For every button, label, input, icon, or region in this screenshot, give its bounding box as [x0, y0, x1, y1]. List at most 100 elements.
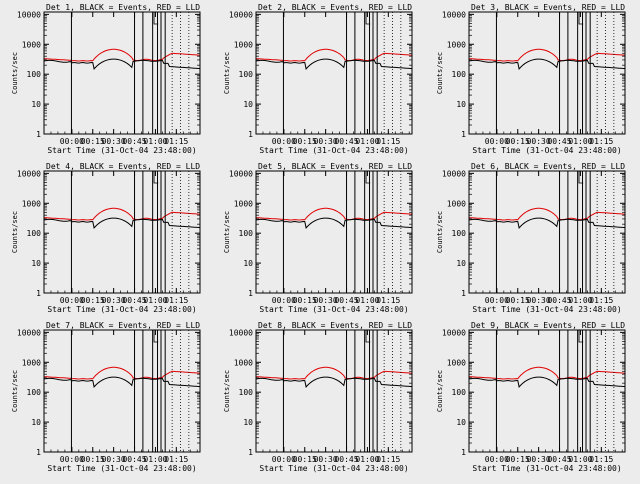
- y-axis-label: Counts/sec: [11, 52, 19, 94]
- x-tick-label: 01:00: [568, 137, 592, 146]
- x-tick-label: 00:15: [506, 137, 530, 146]
- panel-title: Det 6, BLACK = Events, RED = LLD: [471, 162, 625, 171]
- y-tick-label: 10000: [442, 169, 466, 178]
- x-axis-label: Start Time (31-Oct-04 23:48:00): [472, 146, 621, 155]
- x-tick-label: 00:15: [293, 137, 317, 146]
- marker-tick: [365, 330, 371, 343]
- y-tick-label: 10: [456, 418, 466, 427]
- marker-tick: [365, 171, 371, 184]
- x-tick-label: 01:15: [376, 296, 400, 305]
- detector-panel-5: Det 5, BLACK = Events, RED = LLD 1 10 100 10…: [223, 162, 413, 314]
- y-axis-label: Counts/sec: [11, 211, 19, 253]
- x-axis-label: Start Time (31-Oct-04 23:48:00): [259, 305, 408, 314]
- y-tick-label: 10000: [17, 169, 41, 178]
- x-tick-label: 01:00: [355, 296, 379, 305]
- y-tick-label: 100: [239, 70, 254, 79]
- lld-series-line: [468, 366, 626, 380]
- marker-tick: [365, 12, 371, 25]
- panel-title: Det 8, BLACK = Events, RED = LLD: [258, 321, 412, 330]
- x-tick-label: 01:00: [568, 455, 592, 464]
- x-tick-label: 01:00: [355, 455, 379, 464]
- y-axis-label: Counts/sec: [11, 370, 19, 412]
- x-tick-label: 00:00: [60, 455, 84, 464]
- events-series-line: [255, 217, 413, 229]
- x-tick-label: 01:00: [143, 455, 167, 464]
- x-tick-label: 01:15: [164, 137, 188, 146]
- x-tick-label: 01:00: [568, 296, 592, 305]
- x-tick-label: 01:15: [164, 455, 188, 464]
- y-tick-label: 10: [31, 100, 41, 109]
- lld-series-line: [43, 207, 201, 221]
- y-tick-label: 1: [461, 130, 466, 139]
- x-tick-label: 00:00: [272, 137, 296, 146]
- lld-series-line: [43, 48, 201, 62]
- y-tick-label: 10000: [229, 169, 253, 178]
- plot-frame: [468, 329, 626, 453]
- x-tick-label: 00:00: [485, 455, 509, 464]
- x-tick-label: 01:00: [355, 137, 379, 146]
- detector-panel-9: Det 9, BLACK = Events, RED = LLD 1 10 100 10…: [436, 321, 626, 473]
- x-tick-label: 00:45: [122, 137, 146, 146]
- panel-title: Det 4, BLACK = Events, RED = LLD: [46, 162, 200, 171]
- y-tick-label: 1000: [447, 199, 466, 208]
- y-tick-label: 10: [243, 259, 253, 268]
- y-tick-label: 1000: [447, 358, 466, 367]
- x-tick-label: 01:15: [164, 296, 188, 305]
- x-tick-label: 00:45: [334, 137, 358, 146]
- marker-tick: [153, 330, 159, 343]
- y-axis-label: Counts/sec: [223, 370, 231, 412]
- x-axis-label: Start Time (31-Oct-04 23:48:00): [472, 305, 621, 314]
- detector-panel-8: Det 8, BLACK = Events, RED = LLD 1 10 100 10…: [223, 321, 413, 473]
- events-series-line: [255, 58, 413, 70]
- y-tick-label: 1000: [234, 40, 253, 49]
- lld-series-line: [255, 366, 413, 380]
- y-tick-label: 1: [248, 289, 253, 298]
- x-tick-label: 00:15: [81, 296, 105, 305]
- x-tick-label: 00:00: [60, 137, 84, 146]
- x-axis-label: Start Time (31-Oct-04 23:48:00): [47, 305, 196, 314]
- y-tick-label: 10: [31, 259, 41, 268]
- x-tick-label: 00:45: [547, 137, 571, 146]
- y-tick-label: 1000: [22, 199, 41, 208]
- y-tick-label: 1: [248, 130, 253, 139]
- y-tick-label: 10000: [442, 10, 466, 19]
- x-tick-label: 01:15: [589, 137, 613, 146]
- y-tick-label: 1000: [22, 40, 41, 49]
- y-tick-label: 1000: [447, 40, 466, 49]
- lld-series-line: [468, 48, 626, 62]
- x-tick-label: 00:00: [60, 296, 84, 305]
- y-axis-label: Counts/sec: [223, 211, 231, 253]
- plot-frame: [43, 11, 201, 135]
- y-tick-label: 10000: [17, 10, 41, 19]
- marker-tick: [153, 12, 159, 25]
- x-tick-label: 00:45: [334, 296, 358, 305]
- marker-tick: [153, 171, 159, 184]
- panel-title: Det 9, BLACK = Events, RED = LLD: [471, 321, 625, 330]
- y-axis-label: Counts/sec: [436, 52, 444, 94]
- y-tick-label: 100: [452, 70, 467, 79]
- detector-panel-2: Det 2, BLACK = Events, RED = LLD 1 10 100 10…: [223, 3, 413, 155]
- y-tick-label: 100: [239, 388, 254, 397]
- detector-panel-1: Det 1, BLACK = Events, RED = LLD 1 10 100 10…: [11, 3, 201, 155]
- y-tick-label: 10: [243, 100, 253, 109]
- x-axis-label: Start Time (31-Oct-04 23:48:00): [259, 464, 408, 473]
- lld-series-line: [255, 207, 413, 221]
- y-tick-label: 10: [456, 259, 466, 268]
- y-tick-label: 100: [27, 229, 42, 238]
- y-axis-label: Counts/sec: [436, 370, 444, 412]
- y-tick-label: 1: [36, 130, 41, 139]
- marker-tick: [578, 12, 584, 25]
- x-axis-label: Start Time (31-Oct-04 23:48:00): [47, 146, 196, 155]
- y-tick-label: 1: [461, 448, 466, 457]
- marker-tick: [578, 171, 584, 184]
- y-tick-label: 1: [461, 289, 466, 298]
- y-tick-label: 100: [452, 229, 467, 238]
- panel-title: Det 3, BLACK = Events, RED = LLD: [471, 3, 625, 12]
- panel-title: Det 5, BLACK = Events, RED = LLD: [258, 162, 412, 171]
- x-tick-label: 00:30: [527, 455, 551, 464]
- y-axis-label: Counts/sec: [436, 211, 444, 253]
- x-axis-label: Start Time (31-Oct-04 23:48:00): [259, 146, 408, 155]
- y-tick-label: 1: [36, 289, 41, 298]
- x-tick-label: 00:30: [102, 137, 126, 146]
